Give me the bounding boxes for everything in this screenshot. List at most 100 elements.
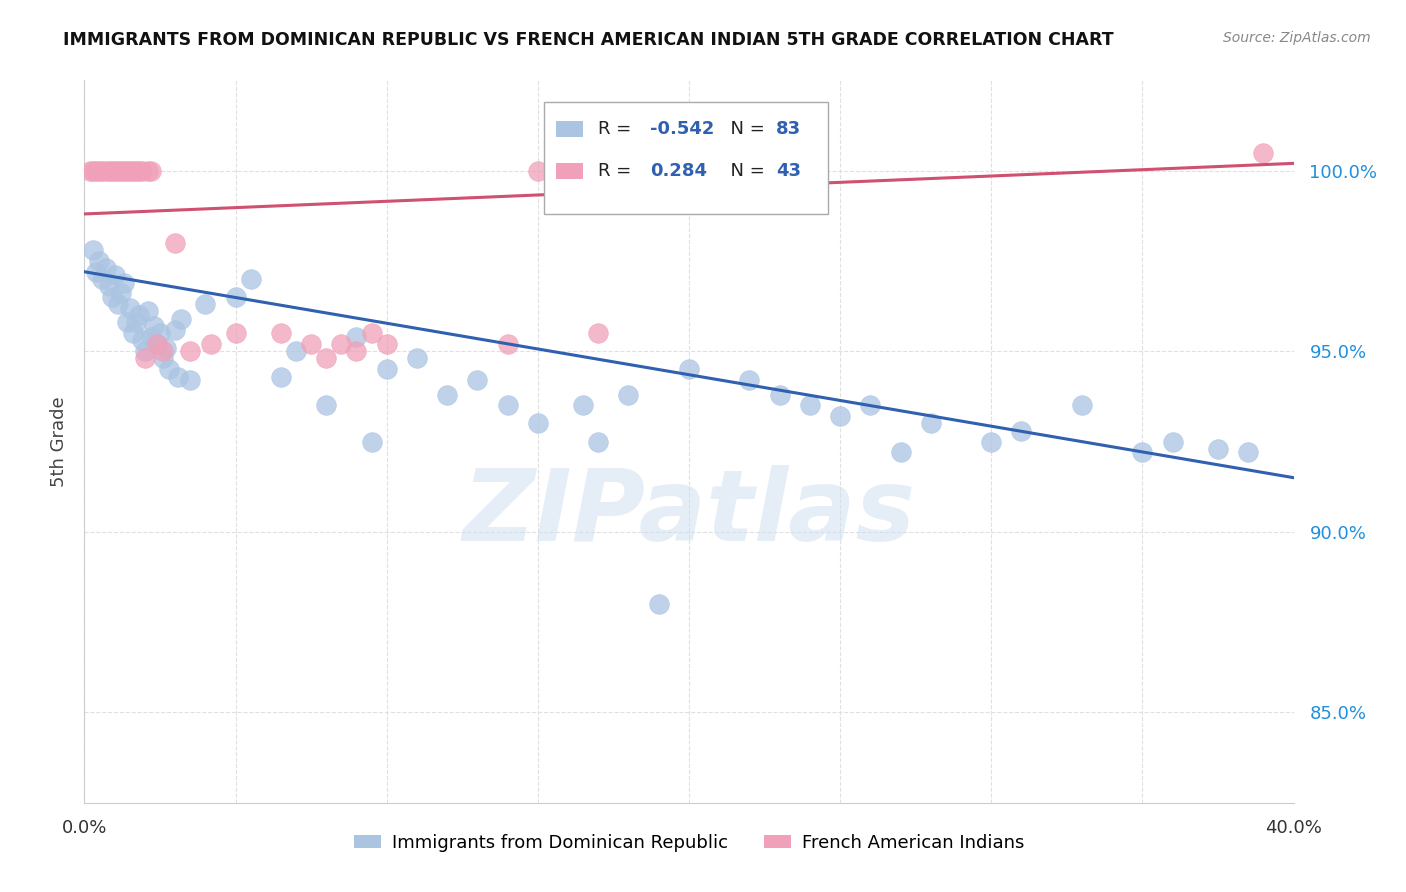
Point bbox=[799, 399, 821, 413]
Point bbox=[115, 315, 138, 329]
Point bbox=[315, 351, 337, 366]
Point bbox=[890, 445, 912, 459]
Point bbox=[118, 301, 141, 315]
Point bbox=[496, 337, 519, 351]
Point bbox=[1011, 424, 1033, 438]
Point bbox=[86, 265, 108, 279]
Point bbox=[121, 163, 143, 178]
Point bbox=[100, 290, 122, 304]
Point bbox=[330, 337, 353, 351]
Point bbox=[270, 326, 292, 341]
Point bbox=[89, 254, 111, 268]
Point bbox=[94, 163, 117, 178]
Point bbox=[920, 417, 942, 431]
Point bbox=[1206, 442, 1229, 456]
Point bbox=[738, 373, 761, 387]
Text: -0.542: -0.542 bbox=[650, 120, 714, 138]
Point bbox=[225, 326, 247, 341]
Point bbox=[110, 286, 132, 301]
Point bbox=[139, 163, 162, 178]
Point bbox=[572, 399, 595, 413]
Point bbox=[270, 369, 292, 384]
Point bbox=[557, 163, 579, 178]
Y-axis label: 5th Grade: 5th Grade bbox=[49, 396, 67, 487]
Text: 43: 43 bbox=[776, 161, 801, 179]
Point bbox=[830, 409, 852, 424]
Point bbox=[134, 344, 156, 359]
Point bbox=[134, 351, 156, 366]
Point bbox=[107, 297, 129, 311]
Point bbox=[436, 387, 458, 401]
Text: 83: 83 bbox=[776, 120, 801, 138]
Point bbox=[467, 373, 489, 387]
Point bbox=[496, 399, 519, 413]
Point bbox=[94, 261, 117, 276]
Point bbox=[115, 163, 138, 178]
Point bbox=[200, 337, 222, 351]
Point bbox=[125, 163, 148, 178]
Point bbox=[146, 337, 169, 351]
Text: Source: ZipAtlas.com: Source: ZipAtlas.com bbox=[1223, 31, 1371, 45]
Point bbox=[142, 318, 165, 333]
Text: 0.284: 0.284 bbox=[650, 161, 707, 179]
Point bbox=[167, 369, 190, 384]
Point bbox=[149, 326, 172, 341]
Point bbox=[194, 297, 217, 311]
Point bbox=[91, 163, 114, 178]
Point bbox=[91, 272, 114, 286]
Point bbox=[89, 163, 111, 178]
Point bbox=[588, 434, 610, 449]
Point bbox=[678, 362, 700, 376]
Point bbox=[128, 308, 150, 322]
Point bbox=[104, 163, 127, 178]
Point bbox=[648, 597, 671, 611]
Point bbox=[346, 330, 368, 344]
Point bbox=[136, 304, 159, 318]
FancyBboxPatch shape bbox=[555, 121, 582, 137]
Point bbox=[617, 163, 640, 178]
Point bbox=[1253, 145, 1275, 160]
Point bbox=[79, 163, 101, 178]
Point bbox=[527, 163, 550, 178]
Point bbox=[346, 344, 368, 359]
Text: N =: N = bbox=[720, 161, 770, 179]
Point bbox=[170, 311, 193, 326]
Point bbox=[100, 163, 122, 178]
Point bbox=[152, 344, 174, 359]
Point bbox=[97, 279, 120, 293]
Point bbox=[97, 163, 120, 178]
Point bbox=[588, 326, 610, 341]
Point bbox=[179, 373, 201, 387]
Point bbox=[125, 315, 148, 329]
Point bbox=[1071, 399, 1094, 413]
Point bbox=[121, 326, 143, 341]
Point bbox=[118, 163, 141, 178]
Point bbox=[155, 341, 177, 355]
Point bbox=[128, 163, 150, 178]
Point bbox=[769, 387, 792, 401]
Point bbox=[131, 163, 153, 178]
Point bbox=[82, 163, 104, 178]
Point bbox=[360, 326, 382, 341]
Point bbox=[157, 362, 180, 376]
Text: N =: N = bbox=[720, 120, 770, 138]
Point bbox=[112, 163, 135, 178]
Point bbox=[139, 330, 162, 344]
Point bbox=[112, 276, 135, 290]
Point bbox=[107, 163, 129, 178]
Point bbox=[1237, 445, 1260, 459]
Point bbox=[980, 434, 1002, 449]
Point bbox=[86, 163, 108, 178]
Point bbox=[375, 337, 398, 351]
Point bbox=[299, 337, 322, 351]
Point bbox=[360, 434, 382, 449]
Point bbox=[406, 351, 429, 366]
FancyBboxPatch shape bbox=[555, 162, 582, 178]
Text: R =: R = bbox=[599, 161, 643, 179]
Point bbox=[165, 235, 187, 250]
Point bbox=[1132, 445, 1154, 459]
FancyBboxPatch shape bbox=[544, 102, 828, 214]
Point bbox=[285, 344, 308, 359]
Point bbox=[179, 344, 201, 359]
Point bbox=[146, 337, 169, 351]
